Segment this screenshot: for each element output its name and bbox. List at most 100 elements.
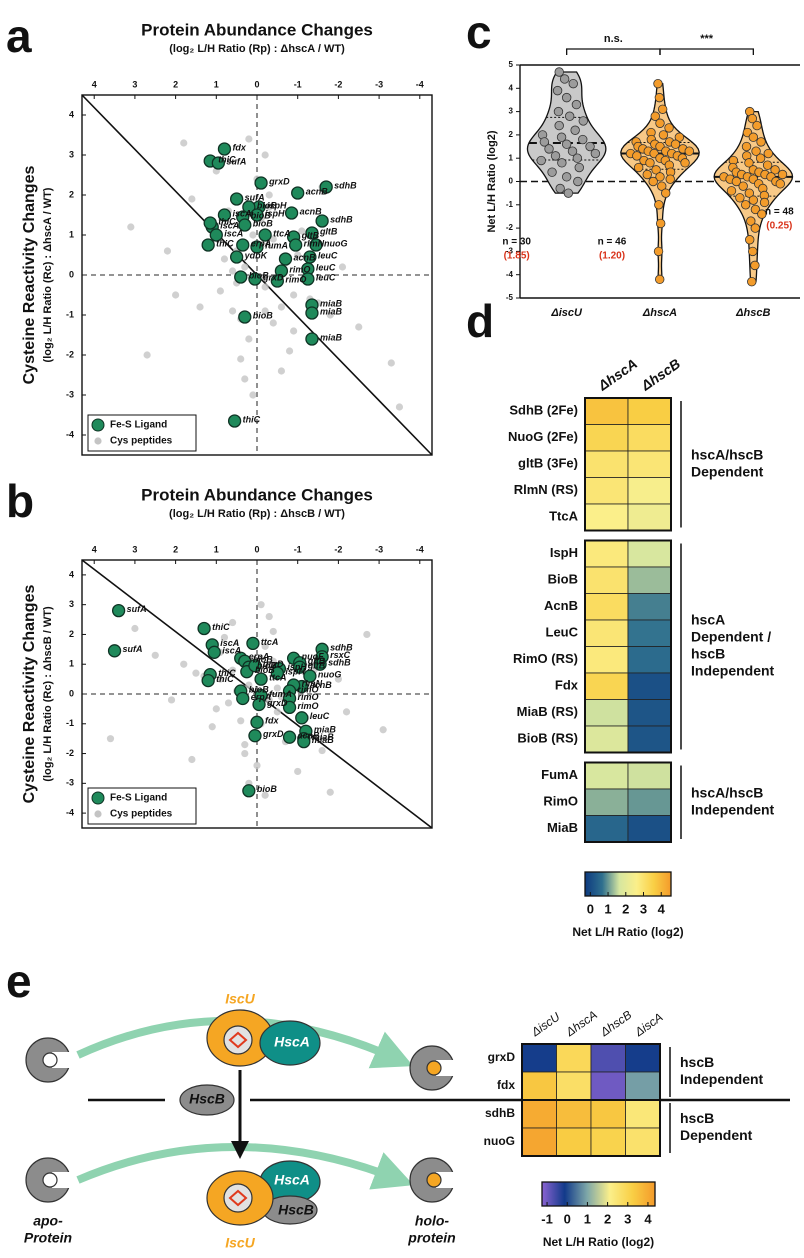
- protein-pocket: [42, 1052, 58, 1068]
- fes-point: [278, 252, 293, 266]
- colorbar-label: Net L/H Ratio (log2): [543, 1235, 654, 1249]
- cys-point: [249, 231, 257, 239]
- cys-point: [220, 633, 229, 642]
- y-tick-label: -1: [66, 718, 74, 728]
- bracket: [566, 48, 661, 55]
- colorbar: [584, 871, 672, 897]
- colorbar-tick-label: 4: [658, 901, 666, 916]
- heatmap-cell: [627, 815, 672, 843]
- cys-point: [338, 263, 347, 271]
- cys-point: [228, 307, 237, 315]
- group-label: hscB: [680, 1054, 714, 1070]
- holo-label: holo-: [415, 1213, 450, 1229]
- cys-point: [265, 612, 273, 621]
- heatmap-cell: [627, 699, 672, 727]
- x-tick-label: -2: [334, 79, 342, 89]
- row-label: grxD: [488, 1050, 516, 1064]
- cys-point: [131, 624, 139, 633]
- mean-label: (1.85): [504, 251, 530, 262]
- violin-point: [572, 153, 583, 163]
- fes-point: [209, 228, 223, 242]
- violin-point: [748, 246, 758, 257]
- heatmap-cell: [625, 1043, 661, 1073]
- point-label: rimO: [298, 684, 319, 694]
- group-label: Dependent: [680, 1127, 753, 1143]
- cys-point: [245, 135, 253, 143]
- diagram: IscU IscU HscA HscA HscB HscB apo- Prote…: [24, 991, 790, 1251]
- fes-point: [197, 621, 211, 636]
- chart-title: Protein Abundance Changes: [141, 20, 373, 39]
- cys-point: [163, 247, 172, 255]
- cys-point: [387, 359, 395, 367]
- fes-point: [313, 657, 327, 671]
- fes-point: [250, 715, 264, 729]
- y-tick-label: -1: [66, 309, 74, 319]
- fes-point: [203, 216, 217, 230]
- column-label: ΔhscB: [597, 1008, 634, 1040]
- holo-label: protein: [407, 1230, 455, 1246]
- point-label: nuoF: [302, 652, 324, 662]
- violin-point: [658, 130, 669, 140]
- legend-label: Fe-S Ligand: [110, 793, 167, 804]
- fes-point: [254, 176, 268, 190]
- cys-point: [261, 642, 269, 650]
- y-tick-label: -3: [66, 389, 74, 399]
- y-tick-label: 2: [69, 189, 74, 199]
- x-tick-label: -1: [294, 79, 302, 89]
- point-label: rlmN: [304, 238, 325, 248]
- heatmap-cell: [584, 788, 629, 816]
- fes-point: [242, 784, 256, 798]
- point-label: sufA: [127, 604, 147, 614]
- violin-point: [578, 116, 588, 126]
- violin-point: [653, 246, 664, 257]
- y-axis-subtitle: (log₂ L/H Ratio (Rc) : ΔhscB / WT): [42, 606, 54, 782]
- heatmap-cell: [521, 1099, 557, 1129]
- heatmap-cell: [627, 566, 672, 594]
- violin-point: [653, 78, 663, 89]
- fes-point: [295, 711, 309, 725]
- heatmap-cell: [627, 503, 672, 531]
- column-label: ΔhscA: [562, 1008, 599, 1040]
- fes-point: [305, 306, 319, 320]
- column-label: ΔiscU: [528, 1009, 563, 1039]
- panel-letter: a: [6, 10, 32, 62]
- cys-point: [326, 788, 334, 796]
- x-tick-label: 4: [92, 544, 97, 554]
- point-label: fdx: [232, 142, 246, 152]
- heatmap-cell: [584, 566, 629, 594]
- plot-frame: [81, 94, 433, 456]
- violin-point: [747, 276, 757, 287]
- hsca-label: HscA: [274, 1172, 310, 1188]
- cys-point: [318, 746, 326, 755]
- point-label: iscA: [220, 638, 239, 648]
- violin-point: [554, 67, 564, 77]
- point-label: nuoG: [318, 670, 342, 680]
- violin-point: [735, 193, 745, 203]
- point-label: leuC: [316, 272, 336, 282]
- cys-point: [379, 726, 387, 734]
- violin-point: [650, 111, 660, 121]
- heatmap-cell: [584, 646, 629, 674]
- group-label: hscA/hscB: [691, 446, 763, 462]
- heatmap-cell: [590, 1071, 626, 1101]
- y-tick-label: 1: [69, 659, 74, 669]
- heatmap-cell: [584, 397, 629, 425]
- heatmap-cell: [627, 725, 672, 753]
- cys-point: [269, 319, 277, 327]
- point-label: sufA: [245, 192, 265, 202]
- y-tick-label: 2: [509, 130, 514, 139]
- point-label: bioB: [255, 665, 275, 675]
- cys-point: [106, 735, 115, 743]
- iscu-core: [223, 1183, 253, 1213]
- y-tick-label: -5: [506, 293, 514, 302]
- row-label: NuoG (2Fe): [508, 429, 578, 444]
- row-label: BioB: [548, 572, 578, 587]
- cys-point: [273, 684, 281, 692]
- point-label: fumA: [265, 240, 288, 250]
- fes-point: [236, 691, 250, 706]
- fes-point: [217, 208, 232, 222]
- cys-point: [273, 708, 281, 716]
- legend-label: Cys peptides: [110, 436, 173, 447]
- group-label: hscA: [691, 612, 725, 628]
- cys-point: [265, 203, 273, 211]
